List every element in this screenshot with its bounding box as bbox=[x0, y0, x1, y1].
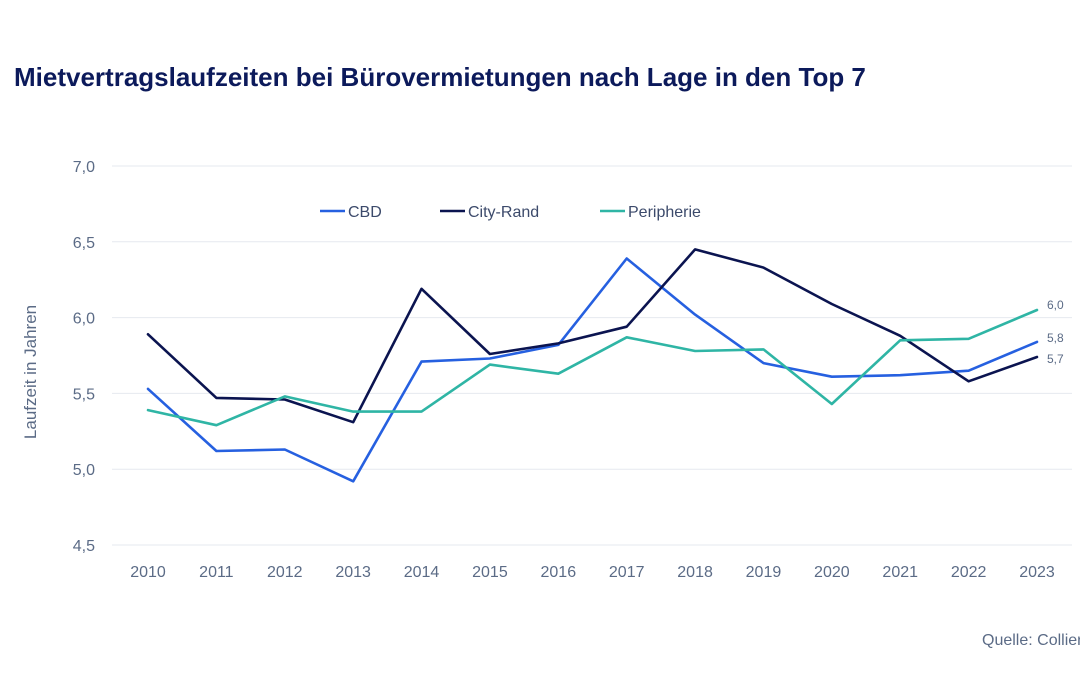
legend-label: Peripherie bbox=[628, 204, 701, 221]
x-tick-label: 2020 bbox=[814, 564, 850, 581]
x-tick-label: 2021 bbox=[882, 564, 918, 581]
y-tick-label: 6,5 bbox=[73, 235, 95, 252]
x-tick-label: 2011 bbox=[199, 564, 234, 581]
x-tick-label: 2013 bbox=[335, 564, 371, 581]
x-tick-label: 2023 bbox=[1019, 564, 1055, 581]
source-note: Quelle: Colliers bbox=[982, 632, 1080, 649]
x-tick-label: 2015 bbox=[472, 564, 508, 581]
x-tick-label: 2018 bbox=[677, 564, 713, 581]
x-tick-label: 2016 bbox=[541, 564, 577, 581]
y-tick-label: 7,0 bbox=[73, 159, 95, 176]
y-axis-label: Laufzeit in Jahren bbox=[21, 305, 40, 439]
end-label-city-rand: 5,7 bbox=[1047, 352, 1064, 366]
chart-title: Mietvertragslaufzeiten bei Bürovermietun… bbox=[14, 62, 866, 92]
x-tick-label: 2012 bbox=[267, 564, 303, 581]
end-label-cbd: 5,8 bbox=[1047, 331, 1064, 345]
y-tick-label: 6,0 bbox=[73, 311, 95, 328]
y-tick-label: 5,0 bbox=[73, 462, 95, 479]
x-tick-label: 2017 bbox=[609, 564, 645, 581]
legend-label: City-Rand bbox=[468, 204, 539, 221]
series-line-city-rand bbox=[146, 248, 1039, 424]
y-tick-label: 4,5 bbox=[73, 538, 95, 555]
series-line-peripherie bbox=[146, 308, 1039, 427]
y-tick-label: 5,5 bbox=[73, 386, 95, 403]
end-label-peripherie: 6,0 bbox=[1047, 298, 1064, 312]
legend-label: CBD bbox=[348, 204, 382, 221]
x-tick-label: 2014 bbox=[404, 564, 440, 581]
x-tick-label: 2022 bbox=[951, 564, 987, 581]
x-tick-label: 2010 bbox=[130, 564, 166, 581]
x-tick-label: 2019 bbox=[746, 564, 782, 581]
series-line-cbd bbox=[146, 257, 1039, 483]
